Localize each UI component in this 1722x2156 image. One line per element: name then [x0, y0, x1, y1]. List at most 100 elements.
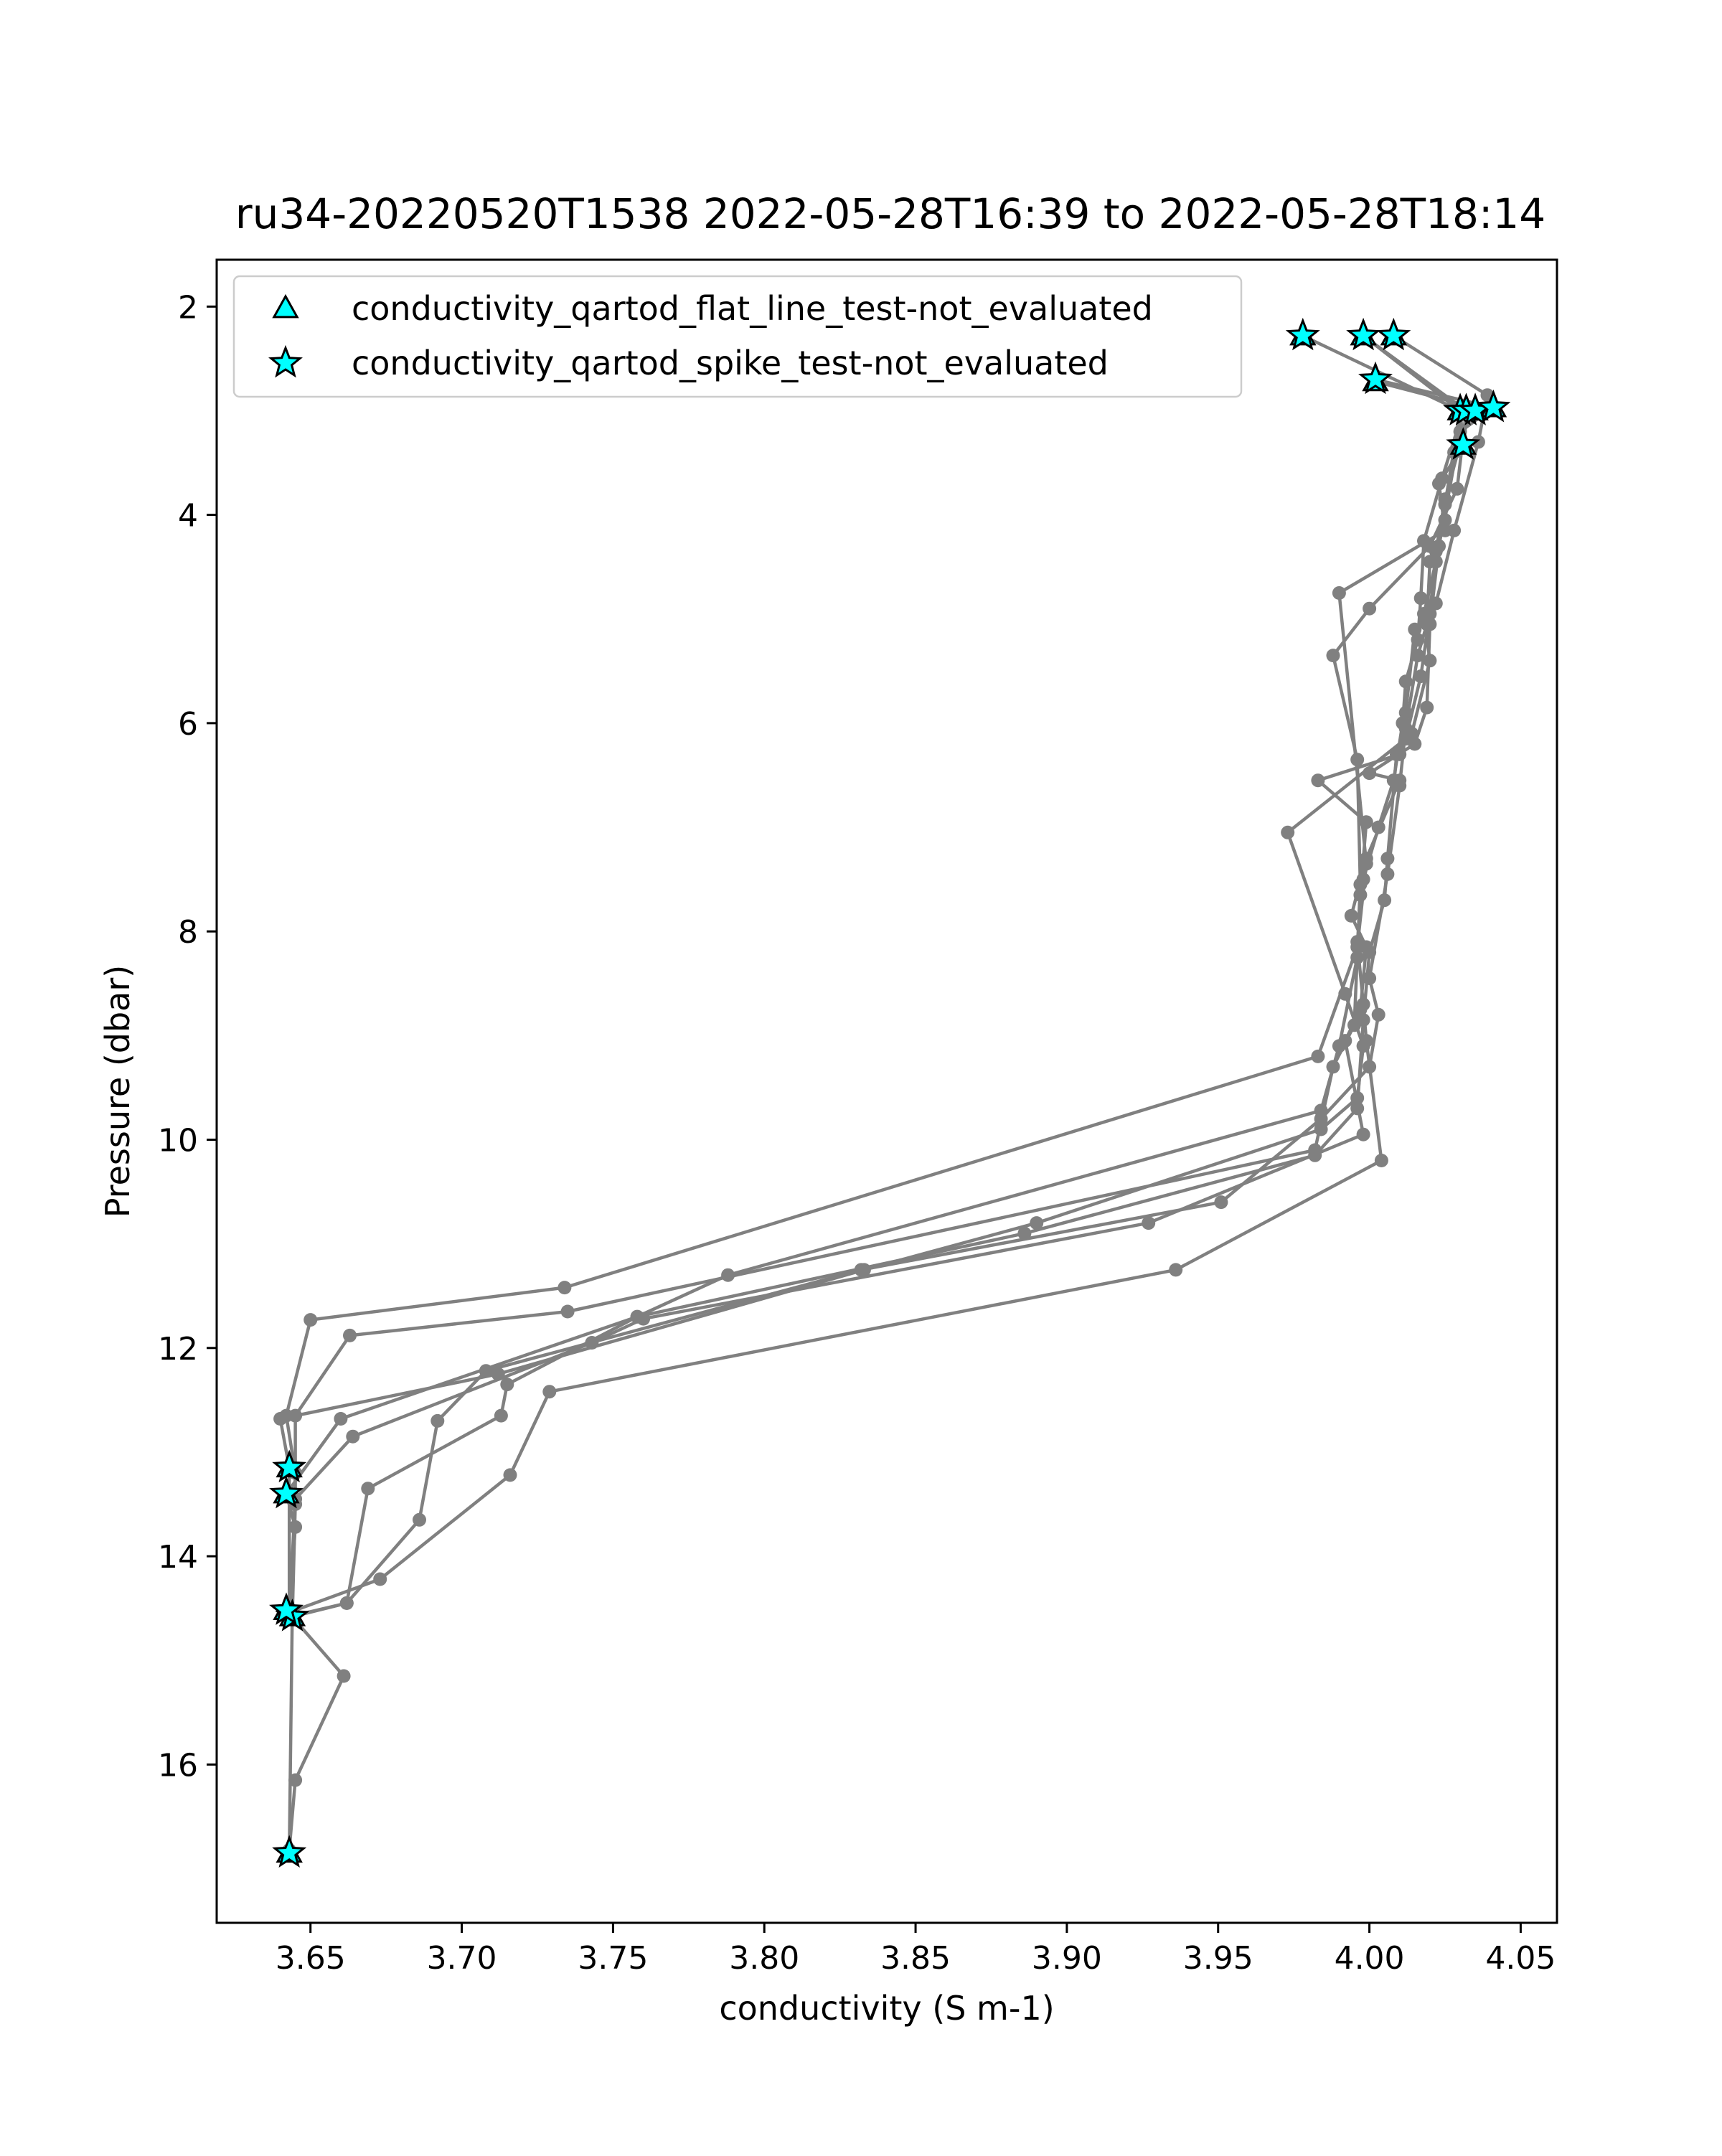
data-point	[1438, 492, 1452, 507]
spike-marker	[1285, 317, 1320, 351]
data-point	[1350, 935, 1365, 949]
spike-marker	[1476, 389, 1511, 423]
x-tick-label: 3.70	[427, 1940, 497, 1977]
x-tick-label: 3.65	[276, 1940, 346, 1977]
data-point	[1314, 1122, 1328, 1136]
data-point	[1423, 654, 1437, 668]
data-point	[288, 1773, 303, 1787]
data-point	[1471, 435, 1485, 449]
y-axis-label: Pressure (dbar)	[98, 965, 137, 1218]
legend-star-icon	[268, 344, 303, 378]
data-point	[337, 1669, 351, 1683]
data-point	[1142, 1216, 1156, 1230]
data-point	[1326, 649, 1340, 663]
data-point	[1429, 544, 1443, 558]
data-point	[1371, 1007, 1385, 1022]
data-point	[1374, 1154, 1388, 1167]
data-point	[1350, 1091, 1365, 1105]
legend-label: conductivity_qartod_spike_test-not_evalu…	[352, 344, 1109, 382]
data-point	[1423, 607, 1437, 621]
data-point	[494, 1408, 508, 1423]
x-axis-label: conductivity (S m-1)	[719, 1989, 1054, 2028]
data-point	[1413, 669, 1428, 684]
y-axis: 2 4 6 8 10 12 14 16	[158, 289, 217, 1784]
data-point	[1356, 997, 1370, 1012]
spike-marker	[1346, 317, 1381, 351]
x-tick-label: 3.80	[729, 1940, 799, 1977]
data-point	[343, 1328, 357, 1342]
spike-marker	[1446, 427, 1481, 460]
y-tick-label: 10	[158, 1122, 198, 1159]
data-point	[1344, 908, 1358, 923]
data-point	[1311, 773, 1325, 788]
spike-marker	[269, 1475, 304, 1509]
data-point	[1371, 820, 1385, 834]
data-point	[304, 1313, 318, 1327]
data-point	[1396, 716, 1410, 730]
spike-marker	[1358, 361, 1393, 395]
data-point	[857, 1263, 871, 1277]
data-point	[1398, 732, 1413, 746]
data-point	[630, 1309, 644, 1324]
data-point	[1413, 591, 1428, 606]
data-point	[1356, 1127, 1370, 1141]
data-point	[373, 1572, 387, 1586]
x-tick-label: 4.00	[1335, 1940, 1405, 1977]
data-point	[361, 1482, 375, 1496]
data-point	[1332, 586, 1346, 600]
data-point	[1030, 1216, 1044, 1230]
legend-triangle-icon	[272, 293, 299, 319]
x-tick-label: 3.90	[1032, 1940, 1102, 1977]
data-point	[1378, 893, 1392, 908]
profile-line-6	[291, 334, 1462, 1619]
data-point	[1420, 700, 1434, 715]
data-point	[542, 1385, 557, 1399]
legend-box	[232, 275, 1243, 398]
data-point	[346, 1429, 360, 1444]
data-point	[1411, 633, 1425, 647]
data-point	[1314, 1112, 1328, 1126]
plot-frame	[215, 258, 1558, 1924]
data-point	[1350, 753, 1365, 767]
data-point	[1398, 674, 1413, 689]
profile-line-2	[291, 334, 1468, 1617]
y-tick-label: 6	[178, 706, 198, 743]
data-point	[1169, 1263, 1183, 1277]
data-point	[503, 1468, 517, 1482]
spike-marker	[269, 1592, 304, 1625]
data-point	[1363, 971, 1377, 985]
data-point	[721, 1268, 735, 1282]
y-tick-label: 14	[158, 1539, 198, 1576]
data-point	[1363, 945, 1377, 959]
y-tick-label: 12	[158, 1331, 198, 1367]
data-point	[1350, 1101, 1365, 1116]
data-point	[560, 1304, 575, 1319]
x-tick-label: 3.95	[1183, 1940, 1253, 1977]
data-point	[1363, 601, 1377, 616]
data-point	[339, 1596, 354, 1610]
data-point	[1308, 1148, 1322, 1162]
profile-line-8	[278, 410, 1471, 1850]
legend: conductivity_qartod_flat_line_test-not_e…	[232, 275, 1243, 398]
data-point	[430, 1413, 445, 1428]
spike-marker	[272, 1835, 307, 1868]
data-point	[491, 1367, 505, 1381]
y-tick-label: 2	[178, 289, 198, 326]
data-point	[1311, 1049, 1325, 1063]
data-point	[1417, 534, 1431, 548]
data-point	[1386, 773, 1401, 788]
spike-marker	[1376, 317, 1411, 351]
y-tick-label: 4	[178, 498, 198, 535]
plot-area	[269, 317, 1511, 1868]
profile-line-5	[288, 380, 1477, 1619]
x-tick-label: 3.85	[880, 1940, 951, 1977]
spike-marker	[272, 1449, 307, 1483]
x-tick-label: 4.05	[1485, 1940, 1556, 1977]
data-point	[1017, 1226, 1032, 1241]
x-tick-label: 3.75	[578, 1940, 648, 1977]
data-point	[1356, 872, 1370, 887]
data-point	[1281, 825, 1295, 839]
chart-title: ru34-20220520T1538 2022-05-28T16:39 to 2…	[235, 189, 1545, 238]
